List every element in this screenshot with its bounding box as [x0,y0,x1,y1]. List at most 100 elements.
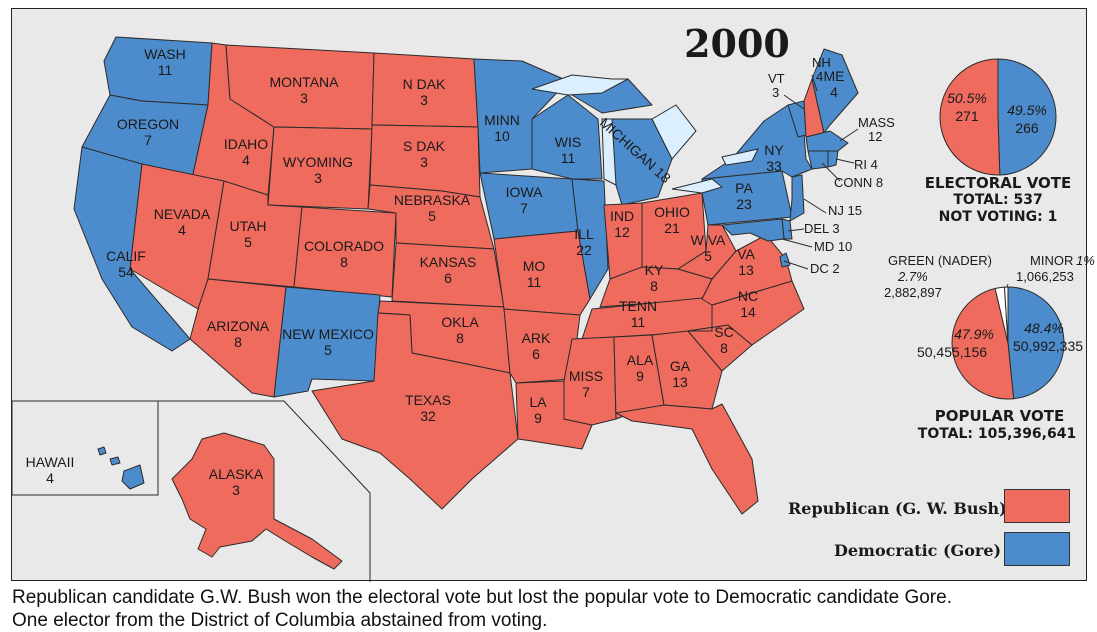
caption-line-2: One elector from the District of Columbi… [12,610,548,631]
state-label-ri: RI 4 [854,157,878,172]
state-label-wash: WASH [144,46,185,62]
state-label-wyoming: WYOMING [283,154,353,170]
state-label-me: ME [824,68,845,84]
state-label-va: VA [737,246,755,262]
state-votes-s-dak: 3 [420,154,428,170]
popular-rep-pct: 47.9% [954,326,994,342]
state-votes-minn: 10 [494,128,510,144]
electoral-dem-pct: 49.5% [1007,102,1047,118]
popular-vote-pie: 47.9% 50,455,156 48.4% 50,992,335 [917,286,1083,400]
state-label-okla: OKLA [441,314,479,330]
popular-vote-title: POPULAR VOTE [934,407,1065,425]
state-label-kansas: KANSAS [420,254,477,270]
electoral-dem-votes: 266 [1015,120,1039,136]
state-label-montana: MONTANA [270,74,340,90]
state-votes-mass: 12 [868,129,882,144]
popular-pie-minor-slice [1003,286,1009,344]
state-label-n-dak: N DAK [403,76,446,92]
states-layer [73,36,859,570]
state-votes-ark: 6 [532,346,540,362]
state-votes-ky: 8 [650,278,658,294]
state-north-carolina[interactable] [687,280,805,346]
state-hawaii[interactable] [97,446,145,490]
state-missouri[interactable] [493,230,591,316]
state-votes-ind: 12 [614,224,630,240]
state-votes-pa: 23 [736,196,752,212]
state-label-utah: UTAH [229,218,266,234]
state-votes-hawaii: 4 [46,470,54,486]
state-votes-w-va: 5 [704,248,712,264]
state-votes-arizona: 8 [234,334,242,350]
state-maryland[interactable] [721,218,785,242]
state-votes-okla: 8 [456,330,464,346]
state-illinois[interactable] [571,178,609,300]
green-label: GREEN (NADER) [888,253,993,268]
state-votes-la: 9 [534,410,542,426]
state-votes-iowa: 7 [520,200,528,216]
state-votes-nc: 14 [740,304,756,320]
state-votes-calif: 54 [118,264,134,280]
state-votes-ala: 9 [636,368,644,384]
election-year: 2000 [684,21,790,66]
state-virginia[interactable] [701,234,793,306]
state-label-ky: KY [645,262,664,278]
election-map: WASH11OREGON7CALIF54IDAHO4NEVADA4MONTANA… [12,36,1083,582]
state-new-jersey[interactable] [789,174,805,222]
state-label-nc: NC [738,288,758,304]
state-label-nebraska: NEBRASKA [394,192,471,208]
state-label-ark: ARK [522,330,551,346]
state-iowa[interactable] [479,172,579,240]
state-label-sc: SC [714,324,733,340]
caption-line-1: Republican candidate G.W. Bush won the e… [12,587,952,608]
electoral-rep-votes: 271 [955,108,979,124]
state-label-md: MD 10 [814,239,852,254]
state-label-miss: MISS [569,368,603,384]
state-massachusetts[interactable] [805,130,849,152]
state-label-ind: IND [610,208,634,224]
minor-votes: 1,066,253 [1016,269,1074,284]
popular-pie-dem-slice [1007,286,1065,400]
electoral-vote-pie: 50.5% 271 49.5% 266 [939,58,1057,176]
state-votes-wis: 11 [561,150,576,166]
state-label-ill: ILL [574,226,594,242]
state-rhode-island[interactable] [827,150,839,168]
electoral-rep-pct: 50.5% [947,90,987,106]
state-texas[interactable] [311,312,519,510]
state-votes-ga: 13 [672,374,688,390]
state-label-del: DEL 3 [804,221,840,236]
state-label-tenn: TENN [619,298,657,314]
state-label-ga: GA [670,358,691,374]
state-new-mexico[interactable] [273,286,381,398]
electoral-pie-dem-slice [997,58,1057,176]
state-votes-ohio: 21 [664,220,680,236]
state-votes-nevada: 4 [178,222,186,238]
green-votes: 2,882,897 [884,285,942,300]
state-label-ny: NY [764,142,784,158]
electoral-vote-total: TOTAL: 537 [953,192,1043,208]
state-dc[interactable] [779,252,791,268]
state-votes-nh: 4 [816,69,823,84]
state-votes-kansas: 6 [444,270,452,286]
state-label-ala: ALA [627,352,654,368]
state-votes-tenn: 11 [631,314,646,330]
state-label-alaska: ALASKA [209,466,264,482]
state-votes-sc: 8 [720,340,728,356]
state-label-arizona: ARIZONA [207,318,270,334]
minor-label: MINOR [1030,253,1074,268]
state-label-idaho: IDAHO [224,136,268,152]
state-label-nj: NJ 15 [828,203,862,218]
state-votes-miss: 7 [582,384,590,400]
state-votes-colorado: 8 [340,254,348,270]
electoral-not-voting: NOT VOTING: 1 [938,209,1058,225]
state-alaska[interactable] [171,432,343,570]
state-florida[interactable] [615,403,759,515]
state-votes-n-dak: 3 [420,92,428,108]
legend-democratic-swatch [1004,532,1070,566]
inset-frames [12,400,371,582]
state-label-w-va: W VA [691,232,726,248]
state-label-nevada: NEVADA [154,206,211,222]
state-votes-alaska: 3 [232,482,240,498]
state-label-pa: PA [735,180,753,196]
state-arkansas[interactable] [503,308,581,384]
state-votes-me: 4 [830,84,838,100]
